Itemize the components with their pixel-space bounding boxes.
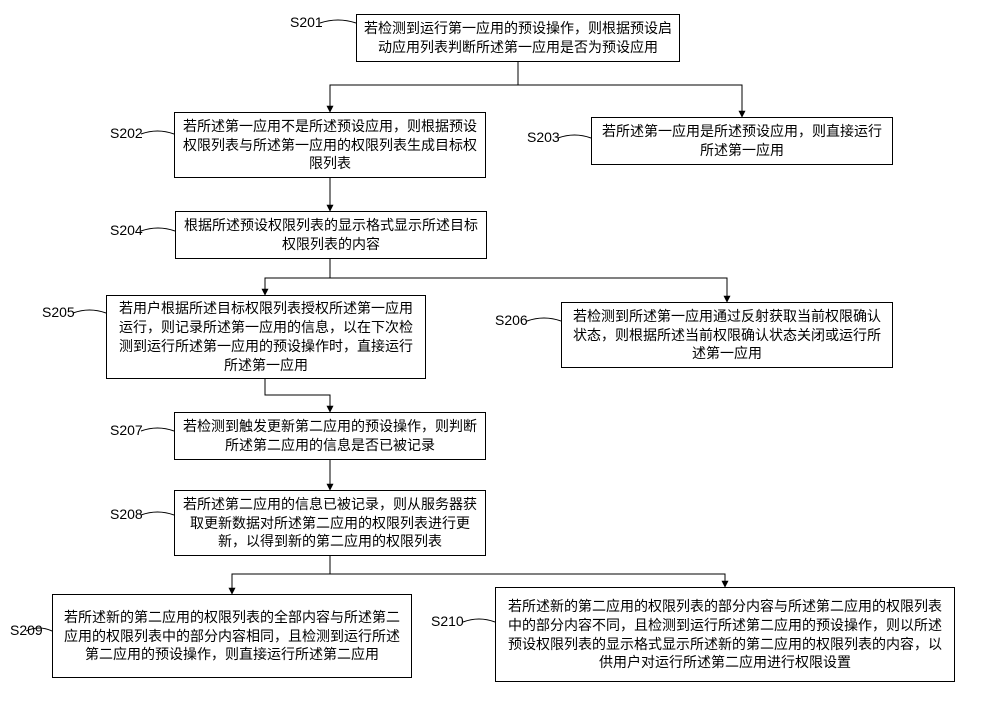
step-s205-box: 若用户根据所述目标权限列表授权所述第一应用运行，则记录所述第一应用的信息，以在下… <box>106 295 426 379</box>
step-s208-box: 若所述第二应用的信息已被记录，则从服务器获取更新数据对所述第二应用的权限列表进行… <box>174 490 486 556</box>
step-s210-box: 若所述新的第二应用的权限列表的部分内容与所述第二应用的权限列表中的部分内容不同，… <box>495 587 955 682</box>
step-s204-text: 根据所述预设权限列表的显示格式显示所述目标权限列表的内容 <box>182 216 480 254</box>
step-s203-box: 若所述第一应用是所述预设应用，则直接运行所述第一应用 <box>591 117 893 165</box>
step-s208-label: S208 <box>110 506 143 522</box>
step-s207-box: 若检测到触发更新第二应用的预设操作，则判断所述第二应用的信息是否已被记录 <box>174 412 486 460</box>
flowchart-canvas: 若检测到运行第一应用的预设操作，则根据预设启动应用列表判断所述第一应用是否为预设… <box>0 0 1000 704</box>
step-s205-text: 若用户根据所述目标权限列表授权所述第一应用运行，则记录所述第一应用的信息，以在下… <box>113 299 419 375</box>
step-s204-box: 根据所述预设权限列表的显示格式显示所述目标权限列表的内容 <box>175 211 487 259</box>
step-s202-label: S202 <box>110 125 143 141</box>
step-s208-text: 若所述第二应用的信息已被记录，则从服务器获取更新数据对所述第二应用的权限列表进行… <box>181 495 479 552</box>
step-s206-box: 若检测到所述第一应用通过反射获取当前权限确认状态，则根据所述当前权限确认状态关闭… <box>561 302 893 368</box>
step-s202-box: 若所述第一应用不是所述预设应用，则根据预设权限列表与所述第一应用的权限列表生成目… <box>174 112 486 178</box>
step-s207-label: S207 <box>110 422 143 438</box>
step-s201-box: 若检测到运行第一应用的预设操作，则根据预设启动应用列表判断所述第一应用是否为预设… <box>356 14 680 62</box>
step-s201-text: 若检测到运行第一应用的预设操作，则根据预设启动应用列表判断所述第一应用是否为预设… <box>363 19 673 57</box>
step-s210-label: S210 <box>431 613 464 629</box>
step-s203-text: 若所述第一应用是所述预设应用，则直接运行所述第一应用 <box>598 122 886 160</box>
step-s209-text: 若所述新的第二应用的权限列表的全部内容与所述第二应用的权限列表中的部分内容相同，… <box>59 608 405 665</box>
step-s206-label: S206 <box>495 312 528 328</box>
step-s204-label: S204 <box>110 222 143 238</box>
step-s206-text: 若检测到所述第一应用通过反射获取当前权限确认状态，则根据所述当前权限确认状态关闭… <box>568 307 886 364</box>
step-s202-text: 若所述第一应用不是所述预设应用，则根据预设权限列表与所述第一应用的权限列表生成目… <box>181 117 479 174</box>
step-s207-text: 若检测到触发更新第二应用的预设操作，则判断所述第二应用的信息是否已被记录 <box>181 417 479 455</box>
step-s203-label: S203 <box>527 129 560 145</box>
step-s201-label: S201 <box>290 14 323 30</box>
step-s209-label: S209 <box>10 622 43 638</box>
step-s210-text: 若所述新的第二应用的权限列表的部分内容与所述第二应用的权限列表中的部分内容不同，… <box>502 597 948 673</box>
step-s209-box: 若所述新的第二应用的权限列表的全部内容与所述第二应用的权限列表中的部分内容相同，… <box>52 594 412 678</box>
step-s205-label: S205 <box>42 304 75 320</box>
